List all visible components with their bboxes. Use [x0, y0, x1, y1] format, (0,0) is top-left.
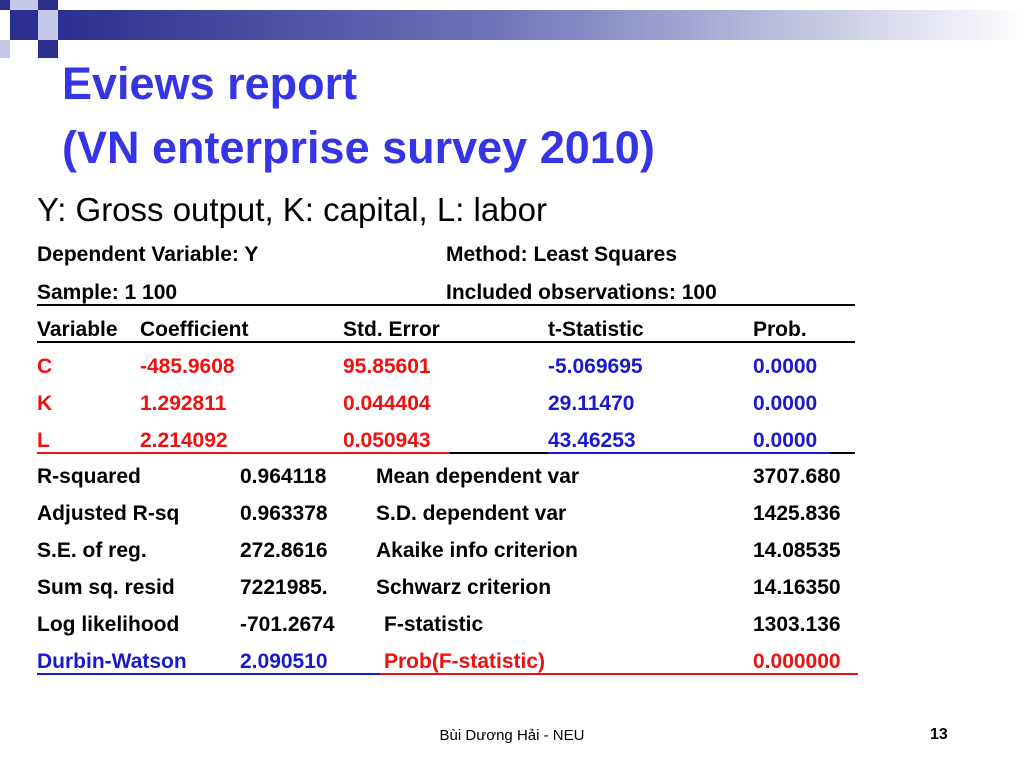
header-gradient-bar: [58, 10, 1024, 40]
stat-value: -701.2674: [240, 613, 335, 636]
stat-value: 7221985.: [240, 576, 328, 599]
divider: [37, 341, 855, 343]
underline-black: [450, 452, 548, 454]
slide-title: Eviews report (VN enterprise survey 2010…: [62, 52, 655, 180]
stat-label-2: Akaike info criterion: [376, 539, 578, 562]
decor-square: [38, 0, 58, 10]
decor-square: [10, 10, 38, 40]
stat-label: R-squared: [37, 465, 141, 488]
cell-std-error: 0.050943: [343, 429, 431, 452]
footer-author: Bùi Dương Hải - NEU: [439, 727, 585, 744]
cell-prob: 0.0000: [753, 355, 818, 378]
col-header-coefficient: Coefficient: [140, 318, 249, 341]
stat-value-2: 14.16350: [753, 576, 841, 599]
underline-black: [830, 452, 855, 454]
stat-value: 0.964118: [240, 465, 327, 488]
cell-variable: C: [37, 355, 53, 378]
divider: [37, 304, 855, 306]
cell-coefficient: -485.9608: [140, 355, 235, 378]
decor-square: [38, 40, 58, 58]
cell-coefficient: 2.214092: [140, 429, 228, 452]
underline-red: [37, 452, 450, 454]
cell-prob: 0.0000: [753, 429, 818, 452]
cell-std-error: 0.044404: [343, 392, 431, 415]
method: Method: Least Squares: [446, 243, 678, 266]
col-header-t-statistic: t-Statistic: [548, 318, 644, 341]
dependent-variable: Dependent Variable: Y: [37, 243, 259, 266]
underline-blue: [37, 673, 380, 675]
stat-label-2: Schwarz criterion: [376, 576, 552, 599]
cell-variable: L: [37, 429, 50, 452]
col-header-variable: Variable: [37, 318, 118, 341]
decor-square: [10, 0, 38, 10]
cell-coefficient: 1.292811: [140, 392, 227, 415]
cell-prob: 0.0000: [753, 392, 818, 415]
stat-label-2: S.D. dependent var: [376, 502, 567, 525]
cell-t-statistic: -5.069695: [548, 355, 643, 378]
decor-square: [38, 10, 58, 40]
stat-label-2: F-statistic: [384, 613, 484, 636]
col-header-prob: Prob.: [753, 318, 807, 341]
col-header-std-error: Std. Error: [343, 318, 440, 341]
stat-value: 272.8616: [240, 539, 328, 562]
sample: Sample: 1 100: [37, 281, 178, 304]
decor-square: [0, 40, 10, 58]
cell-t-statistic: 29.11470: [548, 392, 635, 415]
title-line-2: (VN enterprise survey 2010): [62, 122, 655, 173]
stat-label: Sum sq. resid: [37, 576, 175, 599]
variables-description: Y: Gross output, K: capital, L: labor: [37, 191, 547, 228]
stat-value: 2.090510: [240, 650, 328, 673]
stat-value-2: 0.000000: [753, 650, 841, 673]
cell-t-statistic: 43.46253: [548, 429, 636, 452]
underline-blue: [548, 452, 830, 454]
stat-label: Log likelihood: [37, 613, 180, 636]
decor-square: [0, 0, 10, 10]
cell-variable: K: [37, 392, 53, 415]
stat-value-2: 3707.680: [753, 465, 841, 488]
stat-value-2: 14.08535: [753, 539, 841, 562]
stat-label: Durbin-Watson: [37, 650, 187, 673]
cell-std-error: 95.85601: [343, 355, 431, 378]
underline-red: [380, 673, 858, 675]
page-number: 13: [930, 726, 948, 743]
stat-value-2: 1303.136: [753, 613, 841, 636]
stat-label-2: Prob(F-statistic): [384, 650, 546, 673]
stat-label: S.E. of reg.: [37, 539, 147, 562]
stat-value-2: 1425.836: [753, 502, 841, 525]
included-observations: Included observations: 100: [446, 281, 717, 304]
title-line-1: Eviews report: [62, 58, 358, 109]
stat-label-2: Mean dependent var: [376, 465, 580, 488]
stat-label: Adjusted R-sq: [37, 502, 180, 525]
stat-value: 0.963378: [240, 502, 328, 525]
